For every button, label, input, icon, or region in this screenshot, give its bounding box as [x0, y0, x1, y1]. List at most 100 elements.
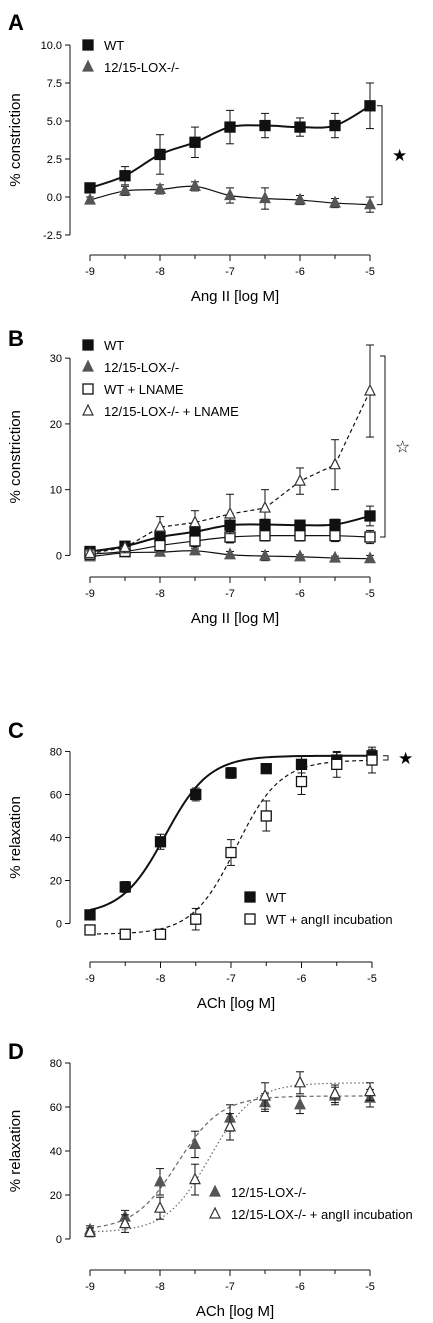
legend-marker [82, 359, 94, 372]
significance-star: ★ [398, 749, 413, 768]
y-tick-label: 0 [56, 550, 62, 562]
legend-marker [82, 59, 94, 72]
data-point [364, 531, 376, 543]
legend: WT WT + angII incubation [244, 890, 393, 927]
series-1 [84, 746, 378, 940]
y-tick-label: 0 [56, 918, 62, 930]
data-point [225, 846, 237, 859]
y-axis-label: % relaxation [7, 1110, 24, 1193]
legend-marker [82, 383, 94, 395]
data-point [366, 754, 378, 766]
data-point [154, 539, 166, 552]
significance-bracket [377, 105, 383, 206]
legend-label: WT [104, 338, 124, 353]
data-point [364, 197, 376, 210]
legend-marker [82, 39, 94, 51]
y-tick-label: -2.5 [43, 230, 62, 242]
legend: WT 12/15-LOX-/- [82, 38, 179, 75]
y-tick-label: 80 [50, 1058, 62, 1070]
data-point [189, 136, 201, 148]
legend-label: WT [104, 38, 124, 53]
data-point [294, 549, 306, 562]
x-tick-label: -7 [226, 973, 236, 985]
panel-label: C [8, 718, 24, 743]
data-point [84, 192, 96, 205]
data-point [119, 1216, 131, 1229]
x-tick-label: -7 [225, 1281, 235, 1293]
x-tick-label: -5 [367, 973, 377, 985]
series-3 [84, 344, 376, 559]
legend-marker [209, 1184, 221, 1197]
x-tick-label: -6 [295, 588, 305, 600]
x-tick-label: -9 [85, 1281, 95, 1293]
significance-star: ☆ [395, 438, 410, 457]
data-point [331, 758, 343, 771]
data-point [84, 1225, 96, 1238]
data-point [154, 836, 167, 848]
legend-label: WT + angII incubation [266, 912, 393, 927]
panel-c: C 0 20 40 60 80 % relaxation -9 -8 -7 -6 -5 ACh [log… [7, 718, 413, 1012]
data-point [294, 192, 306, 205]
data-point [224, 506, 236, 519]
legend-marker [209, 1206, 221, 1219]
data-point [259, 191, 271, 204]
y-tick-label: 80 [50, 746, 62, 758]
y-tick-label: 20 [50, 1190, 62, 1202]
x-axis-label: Ang II [log M] [191, 610, 279, 627]
x-axis-label: ACh [log M] [196, 1303, 274, 1320]
data-point [329, 550, 341, 563]
x-tick-label: -7 [225, 588, 235, 600]
y-tick-label: 60 [50, 1102, 62, 1114]
data-point [329, 119, 341, 132]
panel-b: B 0 10 20 30 % constriction -9 -8 -7 -6 -5 Ang II [… [7, 326, 410, 627]
series-0 [84, 748, 378, 921]
data-point [189, 1172, 201, 1185]
legend-marker [244, 913, 256, 925]
x-axis-label: Ang II [log M] [191, 288, 279, 305]
data-point [154, 519, 166, 532]
x-tick-label: -8 [156, 973, 166, 985]
data-point [295, 775, 308, 788]
data-point [294, 1097, 306, 1110]
y-axis-label: % constriction [7, 93, 24, 186]
data-point [119, 881, 131, 893]
significance-bracket [380, 355, 386, 538]
y-tick-label: 30 [50, 353, 62, 365]
y-tick-label: 0.0 [47, 192, 62, 204]
data-point [189, 535, 201, 547]
data-point [294, 519, 306, 531]
data-point [259, 500, 271, 513]
y-tick-label: 10.0 [41, 40, 62, 52]
legend-label: 12/15-LOX-/- + LNAME [104, 404, 239, 419]
panel-d: D 0 20 40 60 80 % relaxation -9 -8 -7 -6 -5 ACh [log… [7, 1039, 413, 1320]
y-tick-label: 40 [50, 832, 62, 844]
significance-star: ★ [392, 146, 407, 165]
x-tick-label: -7 [225, 266, 235, 278]
legend-label: WT + LNAME [104, 382, 184, 397]
legend: WT 12/15-LOX-/- WT + LNAME 12/15-LOX-/- + L… [82, 338, 239, 419]
y-axis-label: % constriction [7, 410, 24, 503]
data-point [154, 928, 167, 940]
data-point [190, 913, 202, 925]
legend-label: WT [266, 890, 286, 905]
x-tick-label: -9 [85, 973, 95, 985]
data-point [154, 1174, 166, 1187]
y-tick-label: 40 [50, 1146, 62, 1158]
data-point [329, 530, 341, 542]
data-point [225, 767, 237, 779]
x-tick-label: -6 [295, 1281, 305, 1293]
y-tick-label: 20 [50, 875, 62, 887]
y-tick-label: 5.0 [47, 116, 62, 128]
data-point [224, 547, 236, 560]
data-point [329, 195, 341, 208]
x-tick-label: -5 [365, 266, 375, 278]
x-axis-label: ACh [log M] [197, 995, 275, 1012]
data-point [364, 551, 376, 564]
data-point [84, 924, 96, 936]
panel-label: A [8, 10, 24, 35]
data-point [259, 1088, 271, 1101]
x-tick-label: -8 [155, 1281, 165, 1293]
data-point [294, 473, 306, 486]
data-point [189, 515, 201, 528]
